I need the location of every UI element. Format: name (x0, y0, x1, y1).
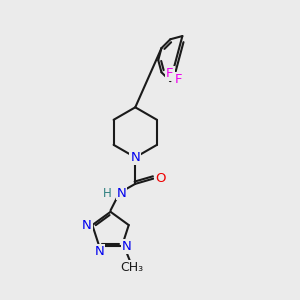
Text: F: F (166, 67, 173, 80)
Text: F: F (175, 73, 182, 86)
Text: N: N (122, 240, 132, 253)
Text: N: N (94, 245, 104, 258)
Text: CH₃: CH₃ (120, 261, 143, 274)
Text: N: N (82, 219, 92, 232)
Text: H: H (103, 187, 112, 200)
Text: N: N (130, 151, 140, 164)
Text: O: O (155, 172, 165, 185)
Text: N: N (117, 187, 127, 200)
